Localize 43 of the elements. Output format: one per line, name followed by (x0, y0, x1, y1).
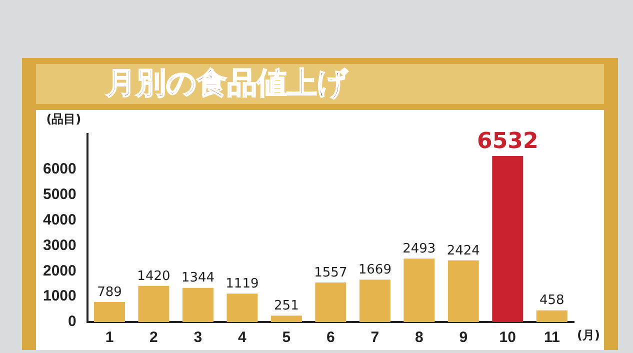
bar (492, 156, 524, 322)
data-label: 789 (97, 284, 122, 300)
x-tick-label: 3 (194, 329, 202, 346)
data-label: 1420 (137, 268, 170, 284)
y-tick-label: 6000 (42, 160, 76, 178)
data-label: 2493 (402, 242, 436, 257)
data-label: 2424 (446, 243, 480, 258)
y-tick-label: 1000 (42, 288, 76, 305)
bar (404, 258, 435, 322)
x-tick-label: 4 (238, 329, 248, 346)
y-tick-label: 3000 (42, 236, 76, 254)
bar (315, 282, 346, 322)
x-tick-label: 10 (499, 329, 516, 346)
x-tick-label: 6 (326, 329, 335, 346)
chart-title: 月別の食品値上げ (36, 64, 604, 104)
y-tick-label: 0 (68, 313, 76, 330)
data-label: 1669 (358, 262, 392, 278)
x-tick-label: 9 (459, 329, 468, 346)
bar (226, 294, 258, 322)
data-label: 251 (274, 298, 299, 314)
bar (359, 280, 390, 322)
y-tick-label: 2000 (42, 262, 76, 280)
x-tick-label: 5 (282, 329, 291, 346)
data-label: 458 (539, 293, 564, 308)
y-axis-title: (品目) (46, 112, 82, 126)
x-tick-label: 8 (414, 329, 424, 346)
bar (270, 316, 302, 322)
x-axis-title: (月) (577, 328, 600, 342)
bar (94, 302, 125, 322)
y-tick-label: 5000 (42, 186, 76, 204)
x-tick-label: 2 (150, 329, 158, 346)
data-label: 6532 (477, 128, 538, 154)
bar (182, 288, 214, 322)
bar (138, 286, 170, 322)
x-tick-label: 7 (370, 329, 380, 346)
y-tick-label: 4000 (42, 212, 76, 229)
data-label: 1119 (226, 276, 259, 292)
data-label: 1557 (314, 265, 348, 280)
x-tick-label: 1 (105, 329, 114, 346)
x-tick-label: 11 (544, 329, 560, 346)
bar (448, 260, 479, 322)
data-label: 1344 (181, 270, 215, 286)
bar (536, 310, 568, 322)
